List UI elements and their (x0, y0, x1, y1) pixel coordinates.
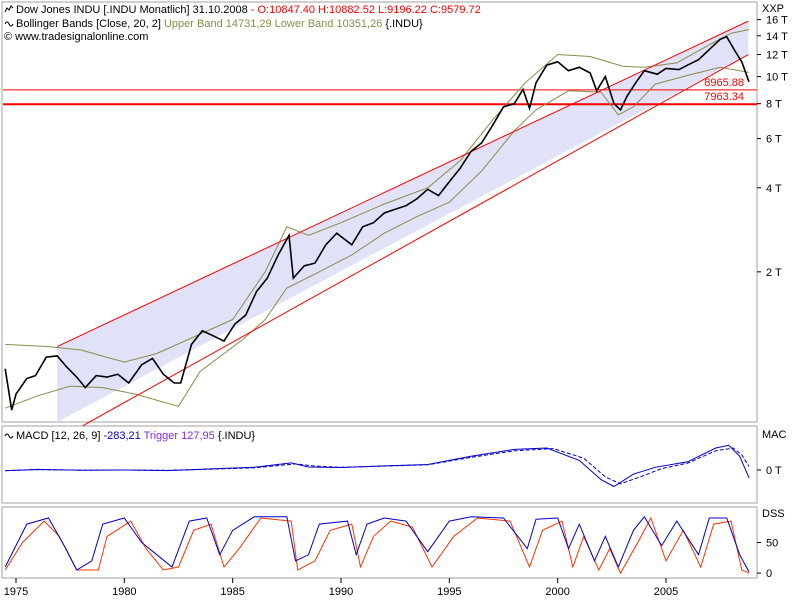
time-axis-tick-label: 1980 (112, 586, 136, 598)
annotation-7963: 7963.34 (704, 91, 744, 103)
dss-panel: 0 50 (1, 506, 778, 580)
dss-panel-frame (1, 506, 758, 579)
instrument-label: Dow Jones INDU [.INDU Monatlich] 31.10.2… (16, 4, 248, 16)
time-axis-tick-label: 1985 (220, 586, 244, 598)
price-axis-title: XXP (762, 3, 785, 15)
price-axis: 2 T 4 T 6 T 8 T 10 T 12 T 14 T 16 T (757, 15, 788, 279)
bollinger-upper-band (5, 29, 750, 363)
price-axis-tick-label: 6 T (766, 134, 782, 146)
macd-icon (4, 430, 14, 440)
annotation-8965: 8965.88 (704, 77, 744, 89)
macd-axis-tick-label: 0 T (766, 465, 782, 477)
price-axis-tick-label: 2 T (766, 267, 782, 279)
price-legend-line-1: Dow Jones INDU [.INDU Monatlich] 31.10.2… (4, 3, 481, 17)
ohlc-values: - O:10847.40 H:10882.52 L:9196.22 C:9579… (250, 4, 481, 16)
price-axis-tick-label: 4 T (766, 183, 782, 195)
chart-type-icon (4, 4, 14, 14)
macd-panel: 0 T (1, 425, 782, 504)
dss-signal-line (4, 516, 750, 575)
time-axis-tick-label: 2000 (545, 586, 569, 598)
macd-axis-title: MAC (762, 429, 787, 441)
bollinger-symbol: {.INDU} (385, 18, 423, 30)
macd-value: -283,21 (103, 430, 141, 442)
macd-legend: MACD [12, 26, 9] -283,21 Trigger 127,95 … (4, 429, 255, 443)
trend-channel-lower-line[interactable] (56, 54, 749, 441)
bollinger-lower-band (5, 66, 750, 409)
dss-axis-tick-label: 50 (766, 538, 778, 550)
price-series (4, 35, 750, 411)
trend-channel-upper-line[interactable] (56, 20, 749, 348)
macd-label: MACD [12, 26, 9] (16, 430, 101, 442)
price-axis-tick-label: 8 T (766, 99, 782, 111)
bollinger-legend: Bollinger Bands [Close, 20, 2] Upper Ban… (4, 17, 423, 31)
copyright-label: © www.tradesignalonline.com (4, 31, 149, 43)
price-axis-tick-label: 14 T (766, 31, 788, 43)
dss-axis: 0 50 (757, 538, 778, 580)
dss-axis-tick-label: 0 (766, 568, 772, 580)
time-axis-tick-label: 1990 (329, 586, 353, 598)
price-axis-tick-label: 16 T (766, 15, 788, 27)
time-axis-tick-label: 2005 (654, 586, 678, 598)
dss-line (4, 515, 750, 573)
price-axis-tick-label: 12 T (766, 50, 788, 62)
time-axis-tick-label: 1995 (437, 586, 461, 598)
macd-trigger-value: Trigger 127,95 (143, 430, 215, 442)
time-axis: 1975 1980 1985 1990 1995 2000 2005 (4, 578, 678, 598)
price-panel: 2 T 4 T 6 T 8 T 10 T 12 T 14 T 16 T 8965.88 796… (1, 1, 788, 441)
macd-panel-frame (1, 425, 758, 504)
price-axis-tick-label: 10 T (766, 72, 788, 84)
bollinger-name: Bollinger Bands [Close, 20, 2] (16, 18, 161, 30)
macd-symbol: {.INDU} (217, 430, 256, 442)
macd-axis: 0 T (757, 465, 782, 477)
indicator-icon (4, 18, 14, 28)
macd-line (5, 444, 750, 488)
time-axis-tick-label: 1975 (4, 586, 28, 598)
trend-channel-fill (57, 21, 749, 422)
dss-axis-title: DSS (762, 508, 785, 520)
bollinger-values: Upper Band 14731,29 Lower Band 10351,26 (163, 18, 383, 30)
